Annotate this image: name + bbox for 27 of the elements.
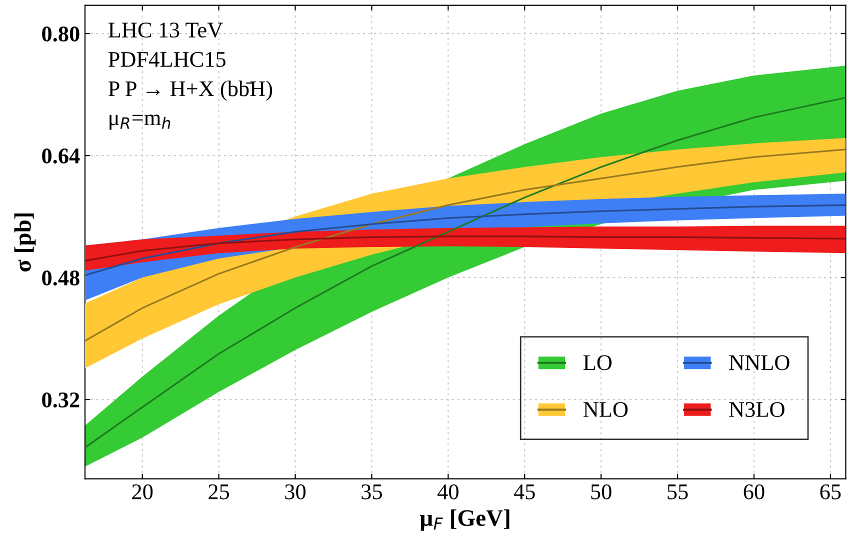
x-tick-label: 45: [514, 484, 535, 500]
y-tick-label: 0.48: [42, 270, 80, 286]
x-tick-label: 65: [820, 484, 841, 500]
line-series: [85, 236, 846, 262]
annotation: μ$_{R}$=m$_{h}$: [110, 114, 170, 130]
legend-label: LO: [583, 355, 612, 370]
line-series: [85, 204, 846, 276]
x-tick-label: 30: [285, 484, 306, 500]
x-tick-label: 20: [132, 484, 153, 500]
legend-label: NNLO: [729, 355, 790, 370]
line-series: [85, 148, 846, 342]
y-tick-label: 0.64: [42, 148, 80, 164]
x-axis-title: μ$_{F}$ [GeV]: [420, 509, 510, 531]
x-tick-label: 50: [591, 484, 612, 500]
legend-label: N3LO: [729, 402, 784, 418]
x-tick-label: 60: [744, 484, 764, 500]
legend-label: NLO: [583, 402, 628, 418]
x-tick-label: 35: [362, 484, 382, 500]
annotation: P P → H+X (bb̄H): [108, 80, 272, 101]
x-tick-label: 40: [437, 484, 458, 500]
annotation: PDF4LHC15: [108, 52, 226, 67]
y-axis-title: σ [pb]: [14, 213, 36, 272]
annotation: LHC 13 TeV: [108, 22, 223, 38]
y-tick-label: 0.32: [42, 392, 80, 408]
y-tick-label: 0.80: [42, 26, 80, 42]
x-tick-label: 55: [668, 484, 688, 500]
x-tick-label: 25: [208, 484, 230, 500]
